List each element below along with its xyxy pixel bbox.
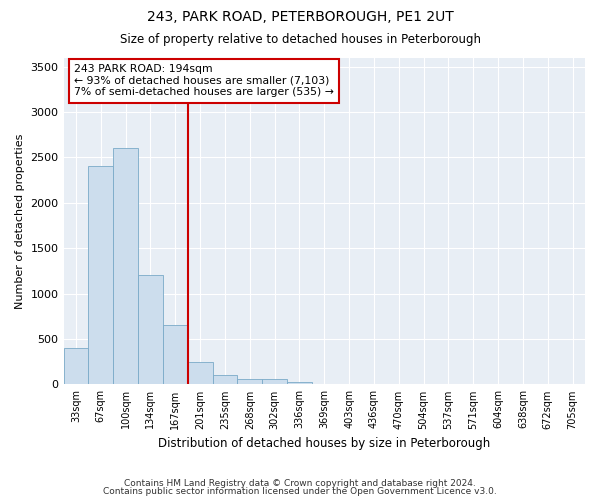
Text: 243, PARK ROAD, PETERBOROUGH, PE1 2UT: 243, PARK ROAD, PETERBOROUGH, PE1 2UT xyxy=(146,10,454,24)
Bar xyxy=(262,379,287,384)
Y-axis label: Number of detached properties: Number of detached properties xyxy=(15,134,25,308)
Bar xyxy=(163,326,188,384)
Bar xyxy=(188,362,212,384)
Bar xyxy=(138,276,163,384)
Text: Size of property relative to detached houses in Peterborough: Size of property relative to detached ho… xyxy=(119,32,481,46)
Bar xyxy=(238,379,262,384)
Bar xyxy=(113,148,138,384)
Bar xyxy=(64,348,88,385)
X-axis label: Distribution of detached houses by size in Peterborough: Distribution of detached houses by size … xyxy=(158,437,490,450)
Bar xyxy=(212,376,238,384)
Text: 243 PARK ROAD: 194sqm
← 93% of detached houses are smaller (7,103)
7% of semi-de: 243 PARK ROAD: 194sqm ← 93% of detached … xyxy=(74,64,334,97)
Bar xyxy=(287,382,312,384)
Text: Contains HM Land Registry data © Crown copyright and database right 2024.: Contains HM Land Registry data © Crown c… xyxy=(124,478,476,488)
Bar xyxy=(88,166,113,384)
Text: Contains public sector information licensed under the Open Government Licence v3: Contains public sector information licen… xyxy=(103,487,497,496)
